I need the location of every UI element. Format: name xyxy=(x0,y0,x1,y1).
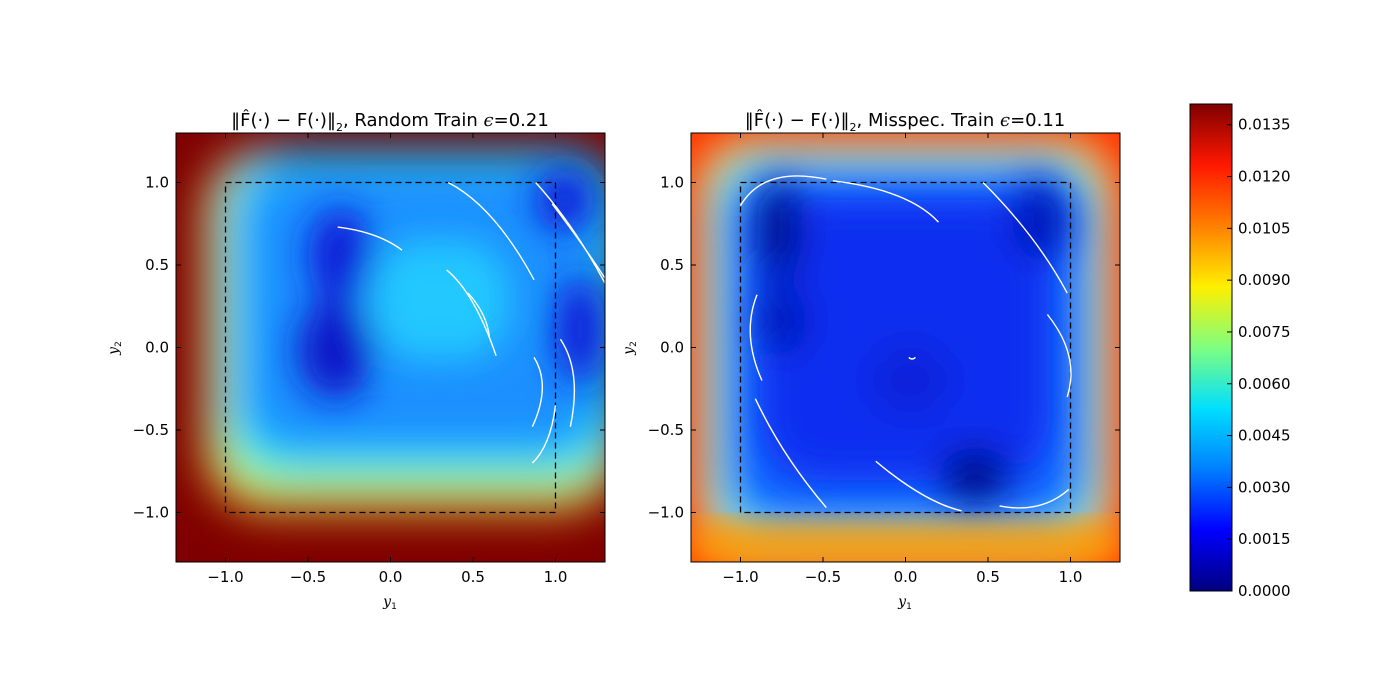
x-tick-label: 0.5 xyxy=(976,568,1000,586)
trajectory-line xyxy=(754,398,827,509)
trajectory-line xyxy=(749,294,763,381)
x-tick-label: 0.0 xyxy=(894,568,918,586)
trajectory-line xyxy=(739,175,827,206)
colorbar: 0.0000 0.0015 0.0030 0.0045 0.0060 0.0075 0.00… xyxy=(1189,103,1291,600)
y-axis-label: y2 xyxy=(621,341,639,356)
x-ticks: −1.0 −0.5 0.0 0.5 1.0 xyxy=(207,133,567,586)
trajectory-line xyxy=(551,203,605,279)
colorbar-tick-label: 0.0090 xyxy=(1238,271,1291,289)
heatmap-panel-misspec: −1.0 −0.5 0.0 0.5 1.0 1.0 0.5 0.0 −0.5 −1.0 ‖F̂(… xyxy=(621,110,1121,612)
trajectories xyxy=(337,181,605,464)
x-tick-label: 0.0 xyxy=(379,568,403,586)
y-tick-label: 0.5 xyxy=(145,256,169,274)
y-ticks: 1.0 0.5 0.0 −0.5 −1.0 xyxy=(133,174,605,522)
x-tick-label: 0.5 xyxy=(461,568,485,586)
dashed-box xyxy=(739,181,1072,514)
trajectory-line xyxy=(467,292,491,338)
x-tick-label: −1.0 xyxy=(722,568,758,586)
x-tick-label: −0.5 xyxy=(805,568,841,586)
trajectory-line xyxy=(832,180,940,223)
trajectory-line xyxy=(875,460,962,512)
colorbar-gradient xyxy=(1189,103,1233,592)
trajectory-line xyxy=(1046,314,1072,398)
colorbar-tick-label: 0.0000 xyxy=(1238,582,1291,600)
colorbar-tick-label: 0.0120 xyxy=(1238,168,1291,186)
y-tick-label: 0.5 xyxy=(660,256,684,274)
trajectory-line xyxy=(559,338,576,427)
colorbar-tick-label: 0.0060 xyxy=(1238,375,1291,393)
trajectory-line xyxy=(447,181,535,281)
y-tick-label: −0.5 xyxy=(133,421,169,439)
trajectory-line xyxy=(531,357,543,427)
heatmap-image xyxy=(691,133,1120,562)
colorbar-tick-label: 0.0030 xyxy=(1238,478,1291,496)
y-tick-label: −1.0 xyxy=(133,504,169,522)
dashed-train-region xyxy=(739,181,1072,514)
trajectory-line xyxy=(982,182,1068,294)
colorbar-tick-label: 0.0075 xyxy=(1238,323,1291,341)
x-ticks: −1.0 −0.5 0.0 0.5 1.0 xyxy=(722,133,1082,586)
colorbar-tick-label: 0.0015 xyxy=(1238,530,1291,548)
y-tick-label: 0.0 xyxy=(660,339,684,357)
colorbar-tick-label: 0.0045 xyxy=(1238,427,1291,445)
x-axis-label: y1 xyxy=(897,594,912,612)
colorbar-ticks: 0.0000 0.0015 0.0030 0.0045 0.0060 0.0075 0.00… xyxy=(1227,116,1291,600)
trajectory-line xyxy=(908,356,916,360)
y-tick-label: 0.0 xyxy=(145,339,169,357)
chart-title: ‖F̂(·) − F(·)‖2, Misspec. Train ϵ=0.11 xyxy=(745,110,1066,134)
trajectory-line xyxy=(446,269,497,356)
chart-title: ‖F̂(·) − F(·)‖2, Random Train ϵ=0.21 xyxy=(231,110,549,134)
heatmap-panel-random: −1.0 −0.5 0.0 0.5 1.0 1.0 0.5 0.0 −0.5 −1.0 ‖F̂(… xyxy=(106,110,606,612)
trajectories xyxy=(739,175,1072,512)
x-tick-label: 1.0 xyxy=(1059,568,1083,586)
y-axis-label: y2 xyxy=(106,341,124,356)
dashed-train-region xyxy=(224,181,557,514)
y-ticks: 1.0 0.5 0.0 −0.5 −1.0 xyxy=(648,174,1120,522)
heatmap-image xyxy=(176,133,605,562)
colorbar-tick-label: 0.0105 xyxy=(1238,219,1291,237)
x-axis-label: y1 xyxy=(382,594,397,612)
y-tick-label: 1.0 xyxy=(145,174,169,192)
dashed-box xyxy=(224,181,557,514)
y-tick-label: −0.5 xyxy=(648,421,684,439)
x-tick-label: 1.0 xyxy=(544,568,568,586)
trajectory-line xyxy=(535,182,605,284)
x-tick-label: −1.0 xyxy=(207,568,243,586)
trajectory-line xyxy=(337,226,403,251)
y-tick-label: 1.0 xyxy=(660,174,684,192)
colorbar-tick-label: 0.0135 xyxy=(1238,116,1291,134)
y-tick-label: −1.0 xyxy=(648,504,684,522)
x-tick-label: −0.5 xyxy=(290,568,326,586)
trajectory-line xyxy=(531,405,557,464)
trajectory-line xyxy=(999,488,1070,509)
